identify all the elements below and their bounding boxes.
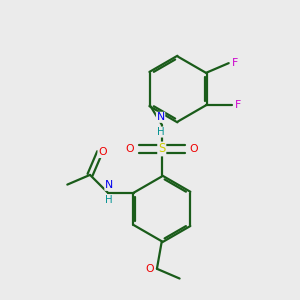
Text: S: S (158, 142, 165, 155)
Text: F: F (235, 100, 241, 110)
Text: H: H (105, 195, 113, 205)
Text: H: H (157, 127, 164, 137)
Text: O: O (146, 264, 154, 274)
Text: N: N (105, 180, 113, 190)
Text: O: O (98, 147, 107, 157)
Text: F: F (232, 58, 238, 68)
Text: O: O (189, 144, 198, 154)
Text: N: N (157, 112, 165, 122)
Text: O: O (126, 144, 134, 154)
